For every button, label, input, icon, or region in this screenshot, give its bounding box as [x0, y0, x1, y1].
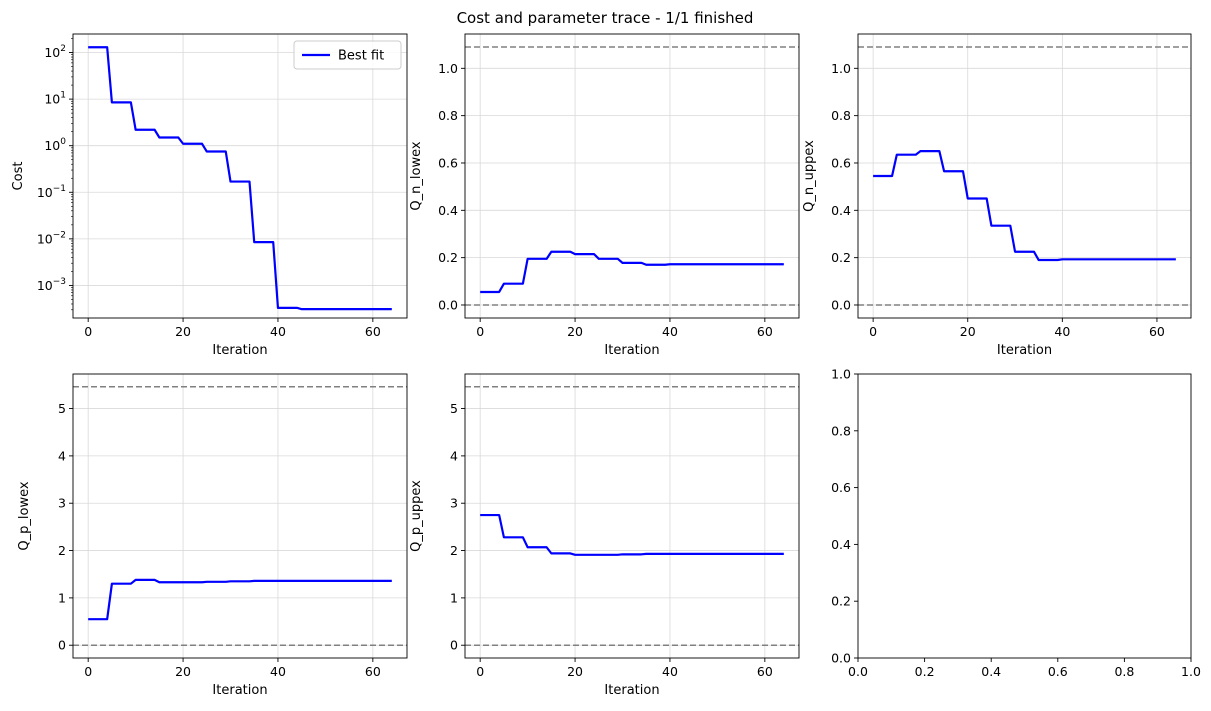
x-tick-label: 40: [270, 324, 286, 339]
y-tick-label: 0.2: [438, 250, 458, 265]
x-tick-label: 0: [84, 324, 92, 339]
series-line: [480, 513, 784, 556]
y-tick-label: 0.0: [831, 651, 851, 666]
y-tick-label: 1.0: [831, 61, 851, 76]
x-tick-label: 1.0: [1181, 664, 1201, 679]
y-tick-label: 0.0: [438, 297, 458, 312]
x-axis-label: Iteration: [212, 343, 267, 358]
y-tick-label: 1: [58, 590, 66, 605]
y-tick-label: 101: [44, 91, 66, 107]
legend-label: Best fit: [338, 49, 384, 64]
y-axis-label: Q_p_lowex: [17, 481, 32, 550]
y-tick-label: 2: [450, 543, 458, 558]
y-tick-label: 0: [58, 638, 66, 653]
x-tick-label: 0.6: [1048, 664, 1068, 679]
y-axis-label: Q_n_uppex: [802, 140, 817, 212]
x-axis-label: Iteration: [604, 343, 659, 358]
subplot-3: 0 20 40 60 0.0 0.2 0.4 0.6 0.8 1.0 Iteration Q_n_up…: [802, 33, 1192, 358]
x-tick-label: 40: [270, 664, 286, 679]
y-axis-label: Q_p_uppex: [409, 480, 424, 552]
subplot-2: 0 20 40 60 0.0 0.2 0.4 0.6 0.8 1.0 Iteration Q_n_lo…: [409, 33, 800, 358]
x-tick-label: 60: [757, 664, 773, 679]
series-line: [88, 578, 392, 621]
x-tick-label: 20: [960, 324, 976, 339]
x-tick-label: 20: [567, 664, 583, 679]
series-line: [480, 250, 784, 294]
y-tick-label: 0.6: [831, 155, 851, 170]
x-tick-label: 0: [476, 664, 484, 679]
subplot-6: 0.0 0.2 0.4 0.6 0.8 1.0 0.0 0.2 0.4 0.6 0.8 1.0: [831, 367, 1201, 680]
x-tick-label: 60: [757, 324, 773, 339]
x-tick-label: 0.4: [981, 664, 1001, 679]
subplot-grid: 0 20 40 6010−310−210−1100101102IterationCos…: [11, 33, 1201, 698]
y-tick-label: 10−3: [37, 277, 66, 293]
x-tick-label: 0.2: [915, 664, 935, 679]
y-tick-label: 2: [58, 543, 66, 558]
y-axis-label: Q_n_lowex: [409, 141, 424, 210]
y-tick-label: 0.4: [831, 203, 851, 218]
legend-box: [293, 40, 402, 70]
x-tick-label: 60: [1149, 324, 1165, 339]
y-tick-label: 0.8: [438, 108, 458, 123]
axes-frame: [464, 33, 800, 319]
x-axis-label: Iteration: [212, 683, 267, 698]
axes-frame: [72, 373, 408, 659]
subplot-5: 0 20 40 60 0 1 2 3 4 5 Iteration Q_p_uppex: [409, 373, 800, 698]
y-tick-label: 0.6: [831, 480, 851, 495]
y-tick-label: 0.6: [438, 155, 458, 170]
y-tick-label: 0: [450, 638, 458, 653]
y-tick-label: 0.4: [831, 537, 851, 552]
y-axis-label: Cost: [11, 162, 26, 191]
x-tick-label: 40: [662, 324, 678, 339]
y-tick-label: 3: [450, 496, 458, 511]
series-line: [88, 46, 392, 311]
x-tick-label: 20: [175, 324, 191, 339]
y-tick-label: 0.2: [831, 250, 851, 265]
y-tick-label: 0.2: [831, 594, 851, 609]
y-tick-label: 0.8: [831, 108, 851, 123]
y-tick-label: 0.0: [831, 297, 851, 312]
y-tick-label: 102: [44, 44, 66, 60]
y-tick-label: 5: [58, 401, 66, 416]
y-tick-label: 10−1: [37, 184, 66, 200]
subplot-4: 0 20 40 60 0 1 2 3 4 5 Iteration Q_p_lowex: [17, 373, 408, 698]
axes-frame: [857, 373, 1192, 659]
x-tick-label: 40: [662, 664, 678, 679]
y-tick-label: 10−2: [37, 230, 66, 246]
axes-frame: [464, 373, 800, 659]
x-tick-label: 0: [84, 664, 92, 679]
subplot-1: 0 20 40 60 10−3 10−2 10−1 100 101 102 Iteration Cos…: [11, 33, 408, 358]
y-tick-label: 0.8: [831, 423, 851, 438]
x-tick-label: 60: [365, 664, 381, 679]
legend: Best fit: [293, 40, 402, 70]
figure-title: Cost and parameter trace - 1/1 finished: [457, 9, 754, 27]
axes-frame: [72, 33, 408, 319]
x-tick-label: 0: [476, 324, 484, 339]
y-tick-label: 4: [58, 448, 66, 463]
series-line: [873, 150, 1176, 262]
x-tick-label: 0.0: [848, 664, 868, 679]
x-axis-label: Iteration: [997, 343, 1052, 358]
y-tick-label: 4: [450, 448, 458, 463]
x-tick-label: 40: [1054, 324, 1070, 339]
x-tick-label: 0: [869, 324, 877, 339]
y-tick-label: 5: [450, 401, 458, 416]
y-tick-label: 100: [44, 137, 66, 153]
x-tick-label: 60: [365, 324, 381, 339]
x-tick-label: 0.8: [1114, 664, 1134, 679]
axes-frame: [857, 33, 1192, 319]
y-tick-label: 1.0: [831, 367, 851, 382]
y-tick-label: 1.0: [438, 61, 458, 76]
x-tick-label: 20: [175, 664, 191, 679]
y-tick-label: 0.4: [438, 203, 458, 218]
y-tick-label: 1: [450, 590, 458, 605]
y-tick-label: 3: [58, 496, 66, 511]
x-axis-label: Iteration: [604, 683, 659, 698]
x-tick-label: 20: [567, 324, 583, 339]
